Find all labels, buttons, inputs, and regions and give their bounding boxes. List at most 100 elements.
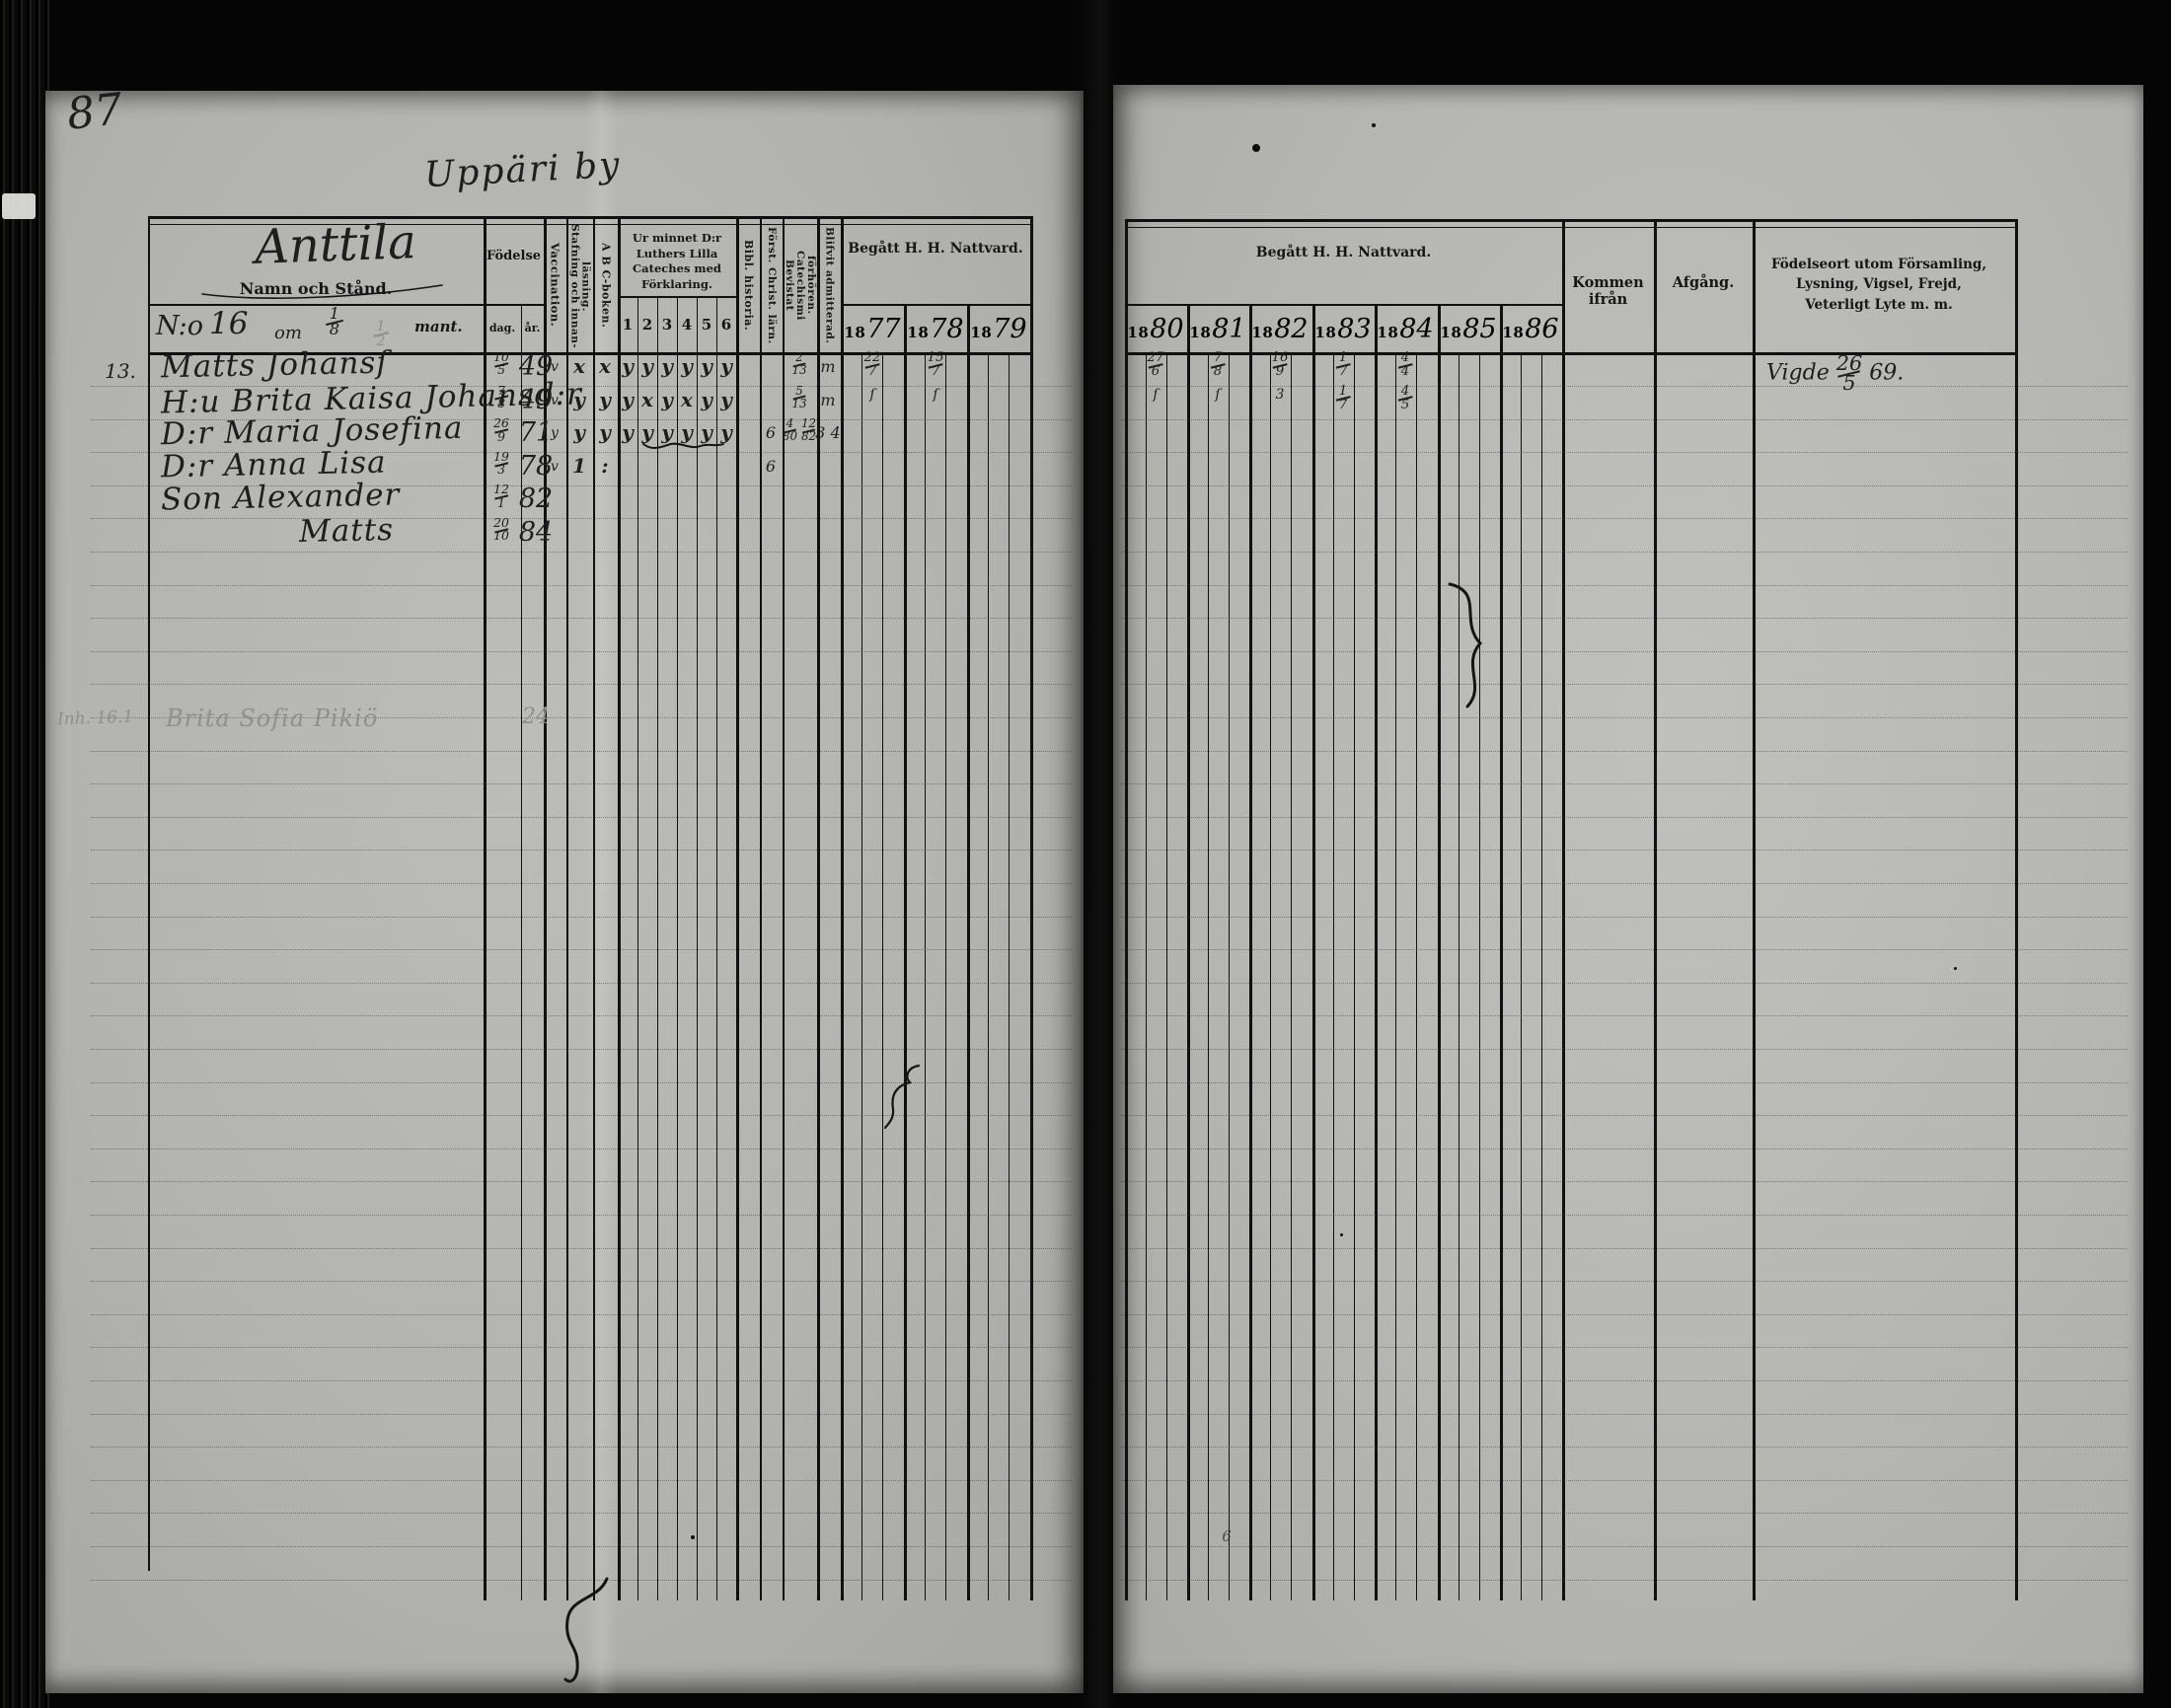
- reading-mark: x: [573, 354, 585, 378]
- communion-date: 3: [1275, 386, 1285, 403]
- row-line-left: [91, 452, 1072, 454]
- v-rule: [760, 216, 762, 1600]
- row-line-right: [1121, 1579, 2128, 1581]
- reading-mark: y: [681, 354, 693, 378]
- v-rule: [1416, 352, 1417, 1600]
- nattvard-header-left: Begått H. H. Nattvard.: [848, 241, 1023, 257]
- ar-header: år.: [524, 322, 541, 334]
- row-line-left: [91, 1347, 1072, 1349]
- v-rule: [945, 352, 946, 1600]
- row-line-right: [1121, 484, 2128, 486]
- pencil-margin-note: Inh. 16.1: [56, 706, 134, 730]
- reading-mark: y: [661, 387, 673, 411]
- table-row: D:r Anna Lisa 19 3 78 v 1:6: [0, 444, 2171, 486]
- reading-mark: y: [622, 354, 634, 378]
- v-rule: [1753, 219, 1756, 1600]
- reading-mark: y: [681, 420, 693, 445]
- row-line-right: [1121, 650, 2128, 652]
- row-line-left: [91, 684, 1072, 686]
- paper-tab: [2, 193, 36, 219]
- reading-mark: :: [601, 453, 609, 478]
- row-line-left: [91, 1181, 1072, 1183]
- row-line-left: [91, 1049, 1072, 1050]
- v-rule: [925, 352, 926, 1600]
- v-rule: [1249, 304, 1252, 1600]
- vaccination-mark: v: [551, 392, 559, 408]
- reading-mark: x: [641, 387, 653, 411]
- v-rule: [1521, 352, 1522, 1600]
- v-rule: [1125, 219, 1128, 1600]
- year-header: 1880: [1127, 314, 1184, 344]
- table-row: D:r Maria Josefina 26 9 71 y y y y y y y y y 6 4 80 12 8…: [0, 410, 2171, 453]
- afgang-header: Afgång.: [1672, 274, 1735, 291]
- row-line-right: [1121, 1347, 2128, 1349]
- row-line-right: [1121, 386, 2128, 387]
- reading-mark: y: [701, 387, 712, 411]
- vaccination-header: Vaccination.: [548, 243, 562, 328]
- year-header: 1883: [1314, 314, 1372, 344]
- reading-mark: x: [599, 354, 611, 378]
- v-rule: [657, 296, 659, 1600]
- row-line-left: [91, 1081, 1072, 1083]
- year-header: 1878: [907, 314, 964, 344]
- farm-name: Anttila: [254, 214, 417, 275]
- row-line-right: [1121, 1380, 2128, 1381]
- reading-mark: 1: [572, 453, 586, 478]
- v-rule: [544, 216, 547, 1600]
- reading-mark: y: [720, 420, 732, 445]
- name-stand-header: Namn och Stånd.: [239, 279, 393, 298]
- h-rule: [618, 296, 736, 298]
- row-line-left: [91, 883, 1072, 884]
- birth-year: 82: [518, 483, 554, 515]
- catechism-number: 6: [720, 316, 732, 334]
- row-line-left: [91, 783, 1072, 785]
- row-line-left: [91, 750, 1072, 752]
- row-line-right: [1121, 1247, 2128, 1249]
- page-fold-highlight: [584, 91, 618, 1693]
- v-rule: [736, 216, 739, 1600]
- communion-date: ſ: [1215, 386, 1221, 403]
- v-rule: [1208, 352, 1209, 1600]
- v-rule: [1562, 219, 1565, 1600]
- row-line-right: [1121, 618, 2128, 620]
- communion-date: 15 7: [927, 350, 944, 380]
- left-page: [45, 91, 1084, 1693]
- marginal-note: Vigde 26 5 69.: [1766, 351, 1905, 396]
- h-rule: [1125, 227, 2015, 228]
- reading-mark: y: [661, 420, 673, 445]
- dust-speck: [691, 1535, 695, 1539]
- row-line-right: [1121, 1313, 2128, 1315]
- row-line-left: [91, 1513, 1072, 1515]
- v-rule: [484, 216, 487, 1600]
- book-gutter: [1080, 0, 1115, 1708]
- row-line-left: [91, 982, 1072, 984]
- birth-year: 71: [518, 417, 554, 449]
- v-rule: [1375, 304, 1378, 1600]
- year-header: 1886: [1502, 314, 1559, 344]
- reading-mark: y: [661, 354, 673, 378]
- row-line-left: [91, 418, 1072, 420]
- forst-christ-mark: 6: [765, 456, 777, 476]
- communion-date: ſ: [1153, 386, 1159, 403]
- v-rule: [1229, 352, 1230, 1600]
- row-line-left: [91, 1015, 1072, 1017]
- row-line-right: [1121, 850, 2128, 852]
- h-rule: [1125, 219, 2015, 222]
- dust-speck: [1954, 967, 1957, 970]
- row-line-left: [91, 1579, 1072, 1581]
- birth-day: 10 5: [493, 350, 509, 378]
- catechism-number: 5: [701, 316, 712, 334]
- v-rule: [783, 216, 785, 1600]
- table-row: Son Alexander 12 1 82: [0, 478, 2171, 519]
- row-line-left: [91, 1413, 1072, 1415]
- row-line-right: [1121, 783, 2128, 785]
- row-line-left: [91, 1313, 1072, 1315]
- row-line-right: [1121, 1215, 2128, 1216]
- birth-year: 49: [518, 384, 554, 415]
- row-margin-number: 13.: [105, 359, 136, 383]
- v-rule: [1312, 304, 1315, 1600]
